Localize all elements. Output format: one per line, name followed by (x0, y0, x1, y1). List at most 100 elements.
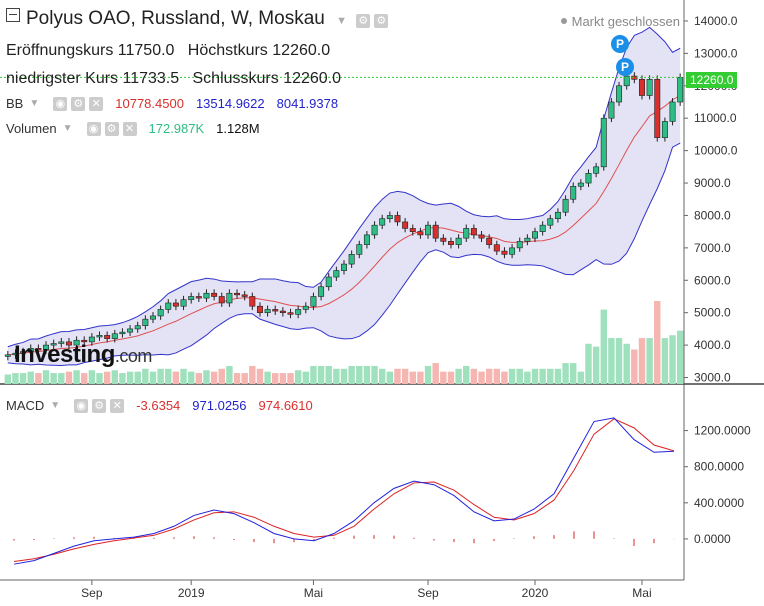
candle (432, 224, 439, 239)
candle (585, 173, 592, 184)
macd-y-tick-label: 1200.0000 (694, 424, 751, 438)
candle (516, 241, 523, 249)
volume-bar (103, 371, 111, 384)
volume-bar (417, 371, 424, 384)
candle (677, 77, 684, 103)
volume-bar (654, 301, 661, 384)
dividend-badge-1[interactable]: P (611, 35, 629, 53)
volume-bar (302, 371, 310, 384)
bb-close-icon[interactable]: ✕ (89, 96, 104, 111)
volume-value-2: 1.128M (216, 121, 260, 136)
y-tick-label: 9000.0 (694, 176, 731, 190)
market-status-text: Markt geschlossen (571, 14, 680, 29)
settings-icon[interactable]: ⚙ (356, 14, 371, 28)
volume-bar (27, 371, 34, 384)
volume-bar (386, 371, 394, 384)
volume-bar (638, 338, 646, 384)
volume-bar (447, 371, 455, 384)
volume-bar (440, 371, 447, 384)
x-tick-label: 2019 (178, 586, 205, 600)
volume-bar (35, 373, 42, 384)
volume-visibility-icon[interactable]: ◉ (86, 121, 101, 136)
bollinger-lower-line (7, 142, 681, 366)
volume-bar (348, 365, 355, 384)
volume-bar (455, 368, 462, 384)
volume-bar (4, 374, 12, 384)
bollinger-middle-line (7, 95, 681, 356)
candle (27, 348, 34, 352)
volume-bar (340, 368, 348, 384)
macd-caret-icon[interactable]: ▼ (50, 400, 61, 411)
volume-bar (478, 371, 485, 384)
volume-bar (363, 365, 371, 384)
volume-bar (661, 338, 669, 384)
bb-value-3: 8041.9378 (276, 96, 339, 111)
candle (65, 341, 72, 346)
candle (616, 85, 623, 103)
candle (4, 354, 11, 357)
volume-bar (623, 343, 630, 384)
candle (234, 292, 241, 296)
candle (402, 221, 409, 229)
candle (150, 315, 156, 320)
volume-bar (142, 368, 149, 384)
y-tick-label: 6000.0 (694, 273, 731, 287)
volume-close-icon[interactable]: ✕ (122, 121, 137, 136)
macd-settings-icon[interactable]: ⚙ (92, 398, 107, 413)
x-tick-label: 2020 (522, 586, 549, 600)
settings-icon-2[interactable]: ⚙ (374, 14, 389, 28)
low-label: niedrigster Kurs (6, 70, 119, 87)
candle (425, 224, 432, 236)
high-label: Höchstkurs (187, 42, 268, 59)
volume-bar (531, 368, 539, 384)
candle (195, 296, 202, 299)
macd-y-tick-label: 400.0000 (694, 496, 744, 510)
chart-title: Polyus OAO, Russland, W, Moskau ▼ ⚙ ⚙ (6, 8, 389, 30)
candle (127, 328, 134, 333)
candle (608, 101, 615, 119)
volume-bar (577, 371, 585, 384)
volume-bar (562, 363, 569, 384)
candle (35, 348, 42, 351)
candle (341, 263, 347, 271)
candle (211, 292, 218, 297)
status-dot-icon (560, 18, 567, 24)
volume-bar (432, 363, 439, 384)
volume-bar (279, 373, 287, 384)
candle (371, 224, 378, 236)
candle (486, 237, 493, 245)
bb-caret-icon[interactable]: ▼ (29, 98, 40, 109)
volume-bar (111, 370, 118, 384)
macd-y-tick-label: 0.0000 (694, 532, 731, 546)
dividend-badge-2[interactable]: P (616, 58, 634, 76)
candle (310, 296, 317, 307)
candle (188, 296, 195, 301)
candle (379, 218, 386, 226)
macd-name: MACD (6, 398, 45, 413)
macd-close-icon[interactable]: ✕ (110, 398, 125, 413)
volume-bar (210, 371, 218, 384)
bb-visibility-icon[interactable]: ◉ (53, 96, 68, 111)
volume-bar (172, 371, 180, 384)
title-caret-icon[interactable]: ▼ (336, 15, 348, 27)
candle (386, 215, 393, 219)
bollinger-upper-line (7, 26, 681, 348)
volume-bar (615, 338, 623, 384)
volume-settings-icon[interactable]: ⚙ (104, 121, 119, 136)
candle (157, 309, 164, 317)
macd-visibility-icon[interactable]: ◉ (74, 398, 89, 413)
volume-bar (493, 368, 501, 384)
candle (203, 292, 210, 299)
candle (646, 79, 653, 96)
candle (600, 117, 607, 168)
candle (73, 339, 80, 346)
volume-bar (646, 338, 653, 384)
y-tick-label: 5000.0 (694, 306, 731, 320)
y-tick-label: 14000.0 (694, 14, 738, 28)
collapse-icon[interactable] (6, 8, 20, 22)
bb-settings-icon[interactable]: ⚙ (71, 96, 86, 111)
volume-bar (424, 365, 432, 384)
candle (562, 198, 569, 213)
volume-caret-icon[interactable]: ▼ (62, 123, 73, 134)
volume-bar (570, 363, 577, 384)
